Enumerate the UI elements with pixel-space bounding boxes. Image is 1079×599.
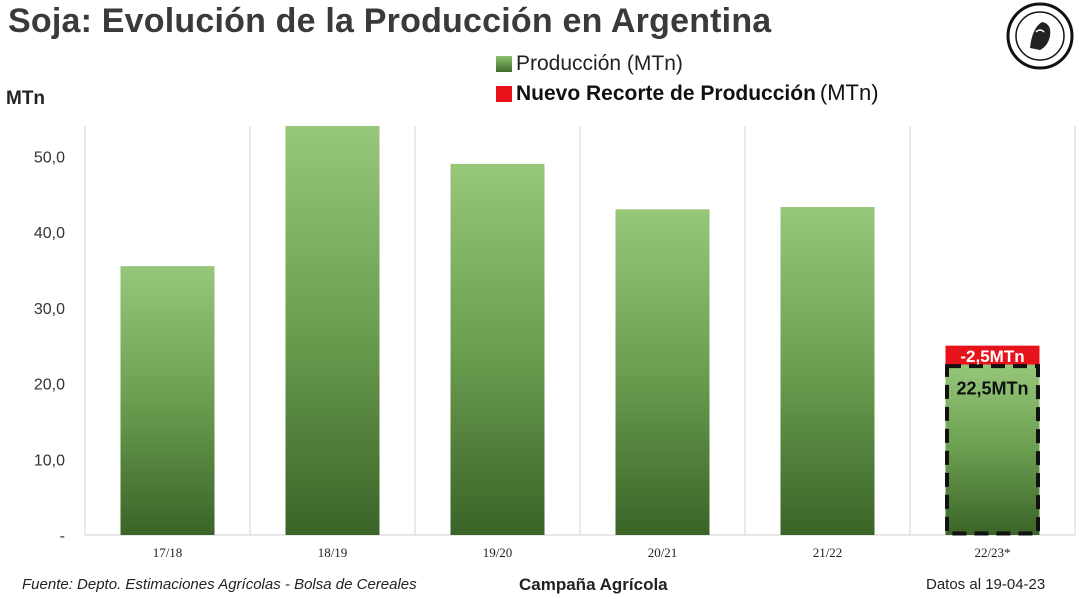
y-tick-label: 40,0 (34, 225, 65, 242)
legend-swatch-production (496, 56, 512, 72)
x-axis-label: Campaña Agrícola (519, 575, 668, 594)
bar-production (450, 163, 545, 536)
legend-swatch-cut (496, 86, 512, 102)
bolsa-de-cereales-seal-icon (1006, 2, 1074, 70)
y-tick-label: 20,0 (34, 377, 65, 394)
data-label-cut: -2,5MTn (960, 347, 1024, 366)
bar-dashed-outline (945, 364, 1040, 536)
y-tick-label: - (60, 528, 65, 545)
legend-label-cut: Nuevo Recorte de Producción (516, 82, 816, 105)
bar-production (945, 364, 1040, 535)
footer-date: Datos al 19-04-23 (926, 576, 1046, 593)
x-tick-label: 20/21 (648, 545, 678, 560)
y-tick-label: 30,0 (34, 301, 65, 318)
x-tick-label: 18/19 (318, 545, 348, 560)
bar-production (285, 126, 380, 535)
x-tick-label: 19/20 (483, 545, 513, 560)
x-tick-label: 22/23* (974, 545, 1010, 560)
x-tick-label: 21/22 (813, 545, 843, 560)
legend-item-cut: Nuevo Recorte de Producción (MTn) (496, 80, 879, 106)
legend-label-production: Producción (MTn) (516, 52, 683, 75)
x-tick-label: 17/18 (153, 545, 183, 560)
y-tick-label: 10,0 (34, 452, 65, 469)
chart-title: Soja: Evolución de la Producción en Arge… (8, 2, 772, 40)
data-label-production: 22,5MTn (956, 379, 1028, 399)
bar-production (120, 266, 215, 535)
y-axis-label: MTn (6, 88, 46, 109)
legend-item-production: Producción (MTn) (496, 52, 683, 76)
bar-production (780, 207, 875, 535)
bar-production-cut (945, 345, 1040, 365)
legend-label-cut-unit: (MTn) (819, 80, 879, 105)
footer-source: Fuente: Depto. Estimaciones Agrícolas - … (22, 576, 417, 593)
y-tick-label: 50,0 (34, 149, 65, 166)
bar-production (615, 209, 710, 535)
